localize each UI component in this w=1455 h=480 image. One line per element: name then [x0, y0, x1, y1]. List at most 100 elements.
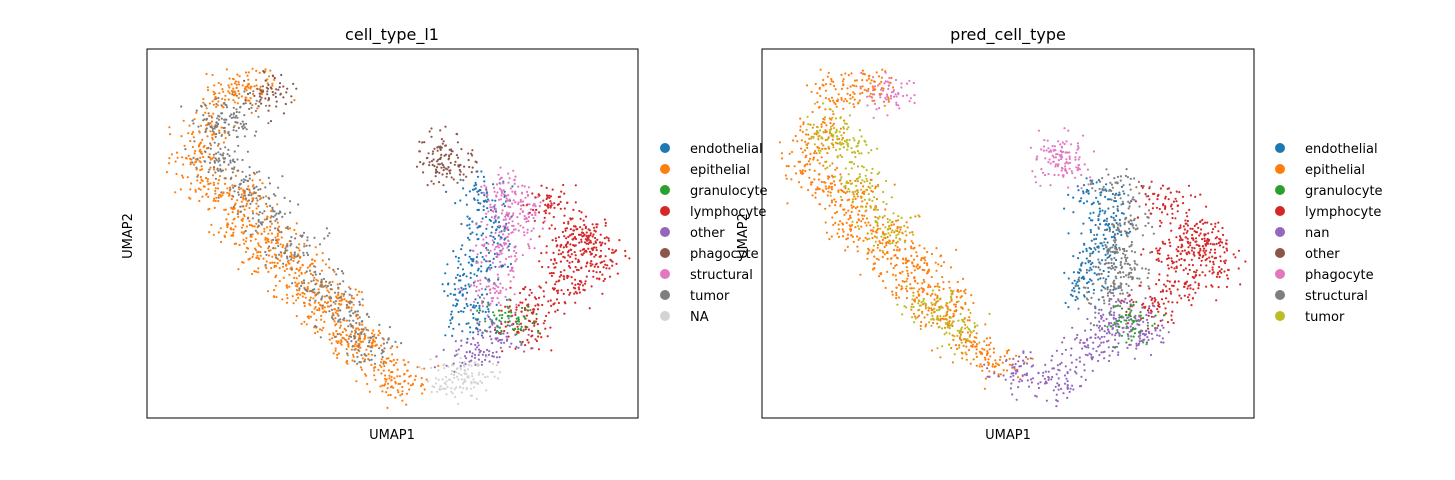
data-point [473, 197, 476, 200]
data-point [480, 185, 483, 188]
data-point [1045, 149, 1048, 152]
data-point [510, 231, 513, 234]
data-point [821, 147, 824, 150]
data-point [491, 351, 494, 354]
data-point [215, 121, 218, 124]
data-point [500, 230, 503, 233]
data-point [477, 333, 480, 336]
data-point [969, 362, 972, 365]
data-point [393, 377, 396, 380]
data-point [331, 280, 334, 283]
data-point [414, 375, 417, 378]
data-point [835, 166, 839, 170]
data-point [222, 191, 225, 194]
data-point [247, 71, 250, 74]
data-point [1096, 200, 1100, 203]
data-point [868, 237, 871, 240]
data-point [529, 238, 532, 241]
data-point [865, 202, 869, 205]
data-point [448, 169, 451, 172]
data-point [451, 392, 454, 395]
data-point [817, 138, 820, 141]
data-point [826, 152, 829, 155]
data-point [569, 291, 572, 294]
data-point [472, 260, 475, 263]
data-point [475, 233, 478, 236]
data-point [488, 360, 491, 363]
data-point [226, 226, 229, 229]
data-point [925, 272, 929, 275]
data-point [449, 322, 452, 325]
data-point [201, 195, 204, 198]
data-point [298, 289, 301, 292]
data-point [247, 247, 250, 250]
data-point [1057, 173, 1060, 177]
data-point [557, 289, 560, 292]
data-point [606, 264, 609, 267]
data-point [824, 207, 827, 210]
data-point [966, 319, 969, 322]
data-point [886, 241, 889, 244]
legend: endothelialepithelialgranulocytelymphocy… [660, 142, 768, 325]
data-point [535, 297, 538, 300]
data-point [224, 177, 227, 180]
data-point [257, 115, 260, 118]
data-point [853, 150, 856, 154]
data-point [829, 122, 832, 125]
data-point [323, 301, 327, 304]
data-point [233, 242, 236, 245]
data-point [552, 272, 555, 275]
data-point [1117, 229, 1120, 232]
data-point [950, 297, 953, 300]
data-point [293, 254, 296, 257]
data-point [512, 212, 515, 215]
data-point [1083, 277, 1086, 280]
data-point [450, 150, 453, 153]
data-point [233, 90, 236, 93]
data-point [1097, 266, 1100, 269]
data-point [1031, 170, 1034, 173]
data-point [267, 270, 270, 273]
data-point [566, 201, 569, 204]
data-point [482, 205, 485, 208]
data-point [348, 286, 351, 289]
data-point [936, 294, 939, 298]
data-point [929, 285, 932, 288]
data-point [931, 289, 935, 292]
data-point [457, 266, 460, 269]
data-point [875, 221, 879, 224]
data-point [1097, 245, 1100, 248]
data-point [886, 95, 889, 98]
data-point [945, 311, 948, 314]
data-point [593, 255, 596, 258]
data-point [386, 387, 389, 390]
data-point [231, 184, 234, 187]
data-point [491, 371, 494, 374]
data-point [1111, 250, 1114, 253]
data-point [463, 378, 466, 381]
data-point [496, 242, 499, 245]
data-point [1072, 211, 1075, 214]
data-point [273, 261, 276, 264]
data-point [1099, 242, 1102, 245]
data-point [473, 300, 476, 303]
data-point [1118, 191, 1121, 194]
data-point [968, 335, 971, 338]
data-point [1082, 222, 1085, 225]
data-point [786, 202, 789, 205]
data-point [920, 320, 923, 324]
data-point [419, 384, 423, 388]
data-point [450, 310, 453, 313]
cluster-endothelial [441, 170, 516, 340]
data-point [1085, 282, 1089, 285]
data-point [828, 164, 832, 167]
data-point [612, 251, 615, 254]
data-point [212, 183, 216, 186]
data-point [930, 324, 933, 327]
data-point [317, 288, 320, 291]
data-point [581, 253, 584, 256]
data-point [840, 182, 843, 185]
data-point [475, 183, 478, 186]
data-point [214, 187, 217, 190]
data-point [249, 87, 252, 90]
